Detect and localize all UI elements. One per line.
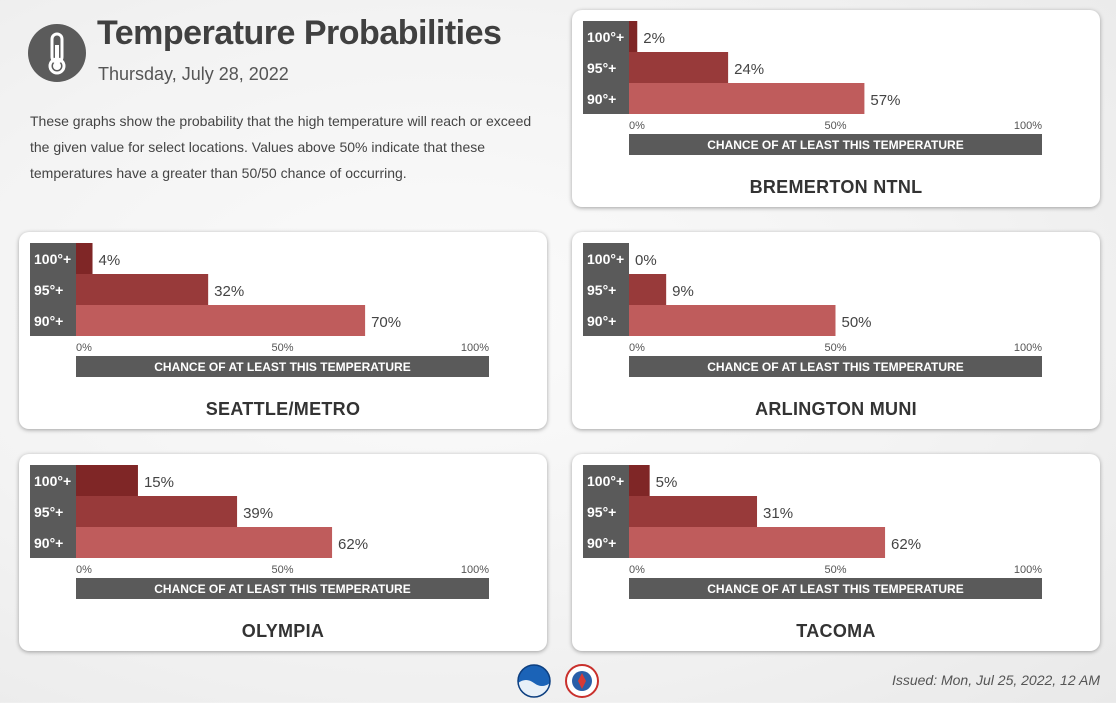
thermometer-icon [28,24,86,82]
bar [629,527,886,558]
category-label-bg [583,21,629,114]
chart-olympia: 100°+ 15% 95°+ 39% 90°+ 62% 0% 50% 100% CHANCE OF… [30,465,489,599]
category-label: 95°+ [587,60,616,76]
category-label: 90°+ [587,91,616,107]
x-tick-label: 0% [76,564,92,576]
x-tick-label: 100% [461,342,489,354]
chart-card-bremerton: 100°+ 2% 95°+ 24% 90°+ 57% 0% 50% 100% CHANCE OF … [572,10,1100,207]
value-label: 2% [643,30,665,47]
x-tick-label: 100% [1014,120,1042,132]
value-label: 15% [144,474,174,491]
value-label: 24% [734,61,764,78]
x-tick-label: 50% [824,120,846,132]
x-tick-label: 100% [1014,342,1042,354]
value-label: 32% [214,283,244,300]
value-label: 39% [243,505,273,522]
value-label: 50% [842,314,872,331]
axis-label-bg [76,356,489,377]
station-name: ARLINGTON MUNI [755,399,917,419]
category-label: 90°+ [587,313,616,329]
x-tick-label: 0% [629,120,645,132]
value-label: 70% [371,314,401,331]
x-tick-label: 50% [824,564,846,576]
value-label: 62% [338,536,368,553]
axis-label-bg [629,356,1042,377]
value-label: 5% [656,474,678,491]
category-label: 95°+ [34,282,63,298]
bar [76,274,209,305]
category-label: 100°+ [587,473,624,489]
bar [76,243,93,274]
station-name: TACOMA [796,621,876,641]
issued-timestamp: Issued: Mon, Jul 25, 2022, 12 AM [891,672,1100,688]
bar [629,83,865,114]
chart-card-arlington: 100°+ 0% 95°+ 9% 90°+ 50% 0% 50% 100% CHANCE OF A… [572,232,1100,429]
station-name: OLYMPIA [241,621,325,641]
bar [629,465,650,496]
chart-arlington: 100°+ 0% 95°+ 9% 90°+ 50% 0% 50% 100% CHANCE OF A… [583,243,1042,377]
axis-label-bg [76,578,489,599]
bar [76,496,238,527]
axis-label-bg [629,578,1042,599]
x-axis-label: CHANCE OF AT LEAST THIS TEMPERATURE [707,138,963,152]
chart-card-tacoma: 100°+ 5% 95°+ 31% 90°+ 62% 0% 50% 100% CHANCE OF … [572,454,1100,651]
x-tick-label: 100% [461,564,489,576]
category-label: 90°+ [587,535,616,551]
bar [629,305,836,336]
value-label: 62% [891,536,921,553]
category-label: 90°+ [34,535,63,551]
x-tick-label: 50% [271,564,293,576]
category-label: 100°+ [34,251,71,267]
chart-seattle: 100°+ 4% 95°+ 32% 90°+ 70% 0% 50% 100% CHANCE OF … [30,243,489,377]
x-tick-label: 0% [629,342,645,354]
x-axis-label: CHANCE OF AT LEAST THIS TEMPERATURE [154,360,410,374]
noaa-logo [517,664,551,703]
chart-bremerton: 100°+ 2% 95°+ 24% 90°+ 57% 0% 50% 100% CHANCE OF … [583,21,1042,155]
category-label-bg [30,465,76,558]
station-name: BREMERTON NTNL [749,177,923,197]
nws-logo [565,664,599,703]
category-label-bg [583,243,629,336]
page-title: Temperature Probabilities [97,14,502,52]
bar [76,527,333,558]
category-label: 95°+ [587,504,616,520]
bar [76,465,138,496]
value-label: 0% [635,252,657,269]
bar [76,305,366,336]
category-label: 95°+ [587,282,616,298]
x-tick-label: 50% [824,342,846,354]
value-label: 9% [672,283,694,300]
bar [629,21,638,52]
x-tick-label: 0% [76,342,92,354]
category-label: 100°+ [34,473,71,489]
footer-logos [517,664,599,703]
bar [629,274,667,305]
chart-card-olympia: 100°+ 15% 95°+ 39% 90°+ 62% 0% 50% 100% CHANCE OF… [19,454,547,651]
category-label: 100°+ [587,29,624,45]
x-tick-label: 100% [1014,564,1042,576]
station-name: SEATTLE/METRO [205,399,361,419]
chart-card-seattle: 100°+ 4% 95°+ 32% 90°+ 70% 0% 50% 100% CHANCE OF … [19,232,547,429]
category-label: 90°+ [34,313,63,329]
page-date: Thursday, July 28, 2022 [98,64,289,84]
x-tick-label: 50% [271,342,293,354]
category-label: 100°+ [587,251,624,267]
category-label-bg [583,465,629,558]
x-axis-label: CHANCE OF AT LEAST THIS TEMPERATURE [707,360,963,374]
x-axis-label: CHANCE OF AT LEAST THIS TEMPERATURE [707,582,963,596]
bar [629,496,758,527]
category-label: 95°+ [34,504,63,520]
value-label: 57% [870,92,900,109]
intro-description: These graphs show the probability that t… [30,113,532,181]
category-label-bg [30,243,76,336]
axis-label-bg [629,134,1042,155]
value-label: 4% [99,252,121,269]
bar [629,52,729,83]
x-tick-label: 0% [629,564,645,576]
value-label: 31% [763,505,793,522]
chart-tacoma: 100°+ 5% 95°+ 31% 90°+ 62% 0% 50% 100% CHANCE OF … [583,465,1042,599]
x-axis-label: CHANCE OF AT LEAST THIS TEMPERATURE [154,582,410,596]
